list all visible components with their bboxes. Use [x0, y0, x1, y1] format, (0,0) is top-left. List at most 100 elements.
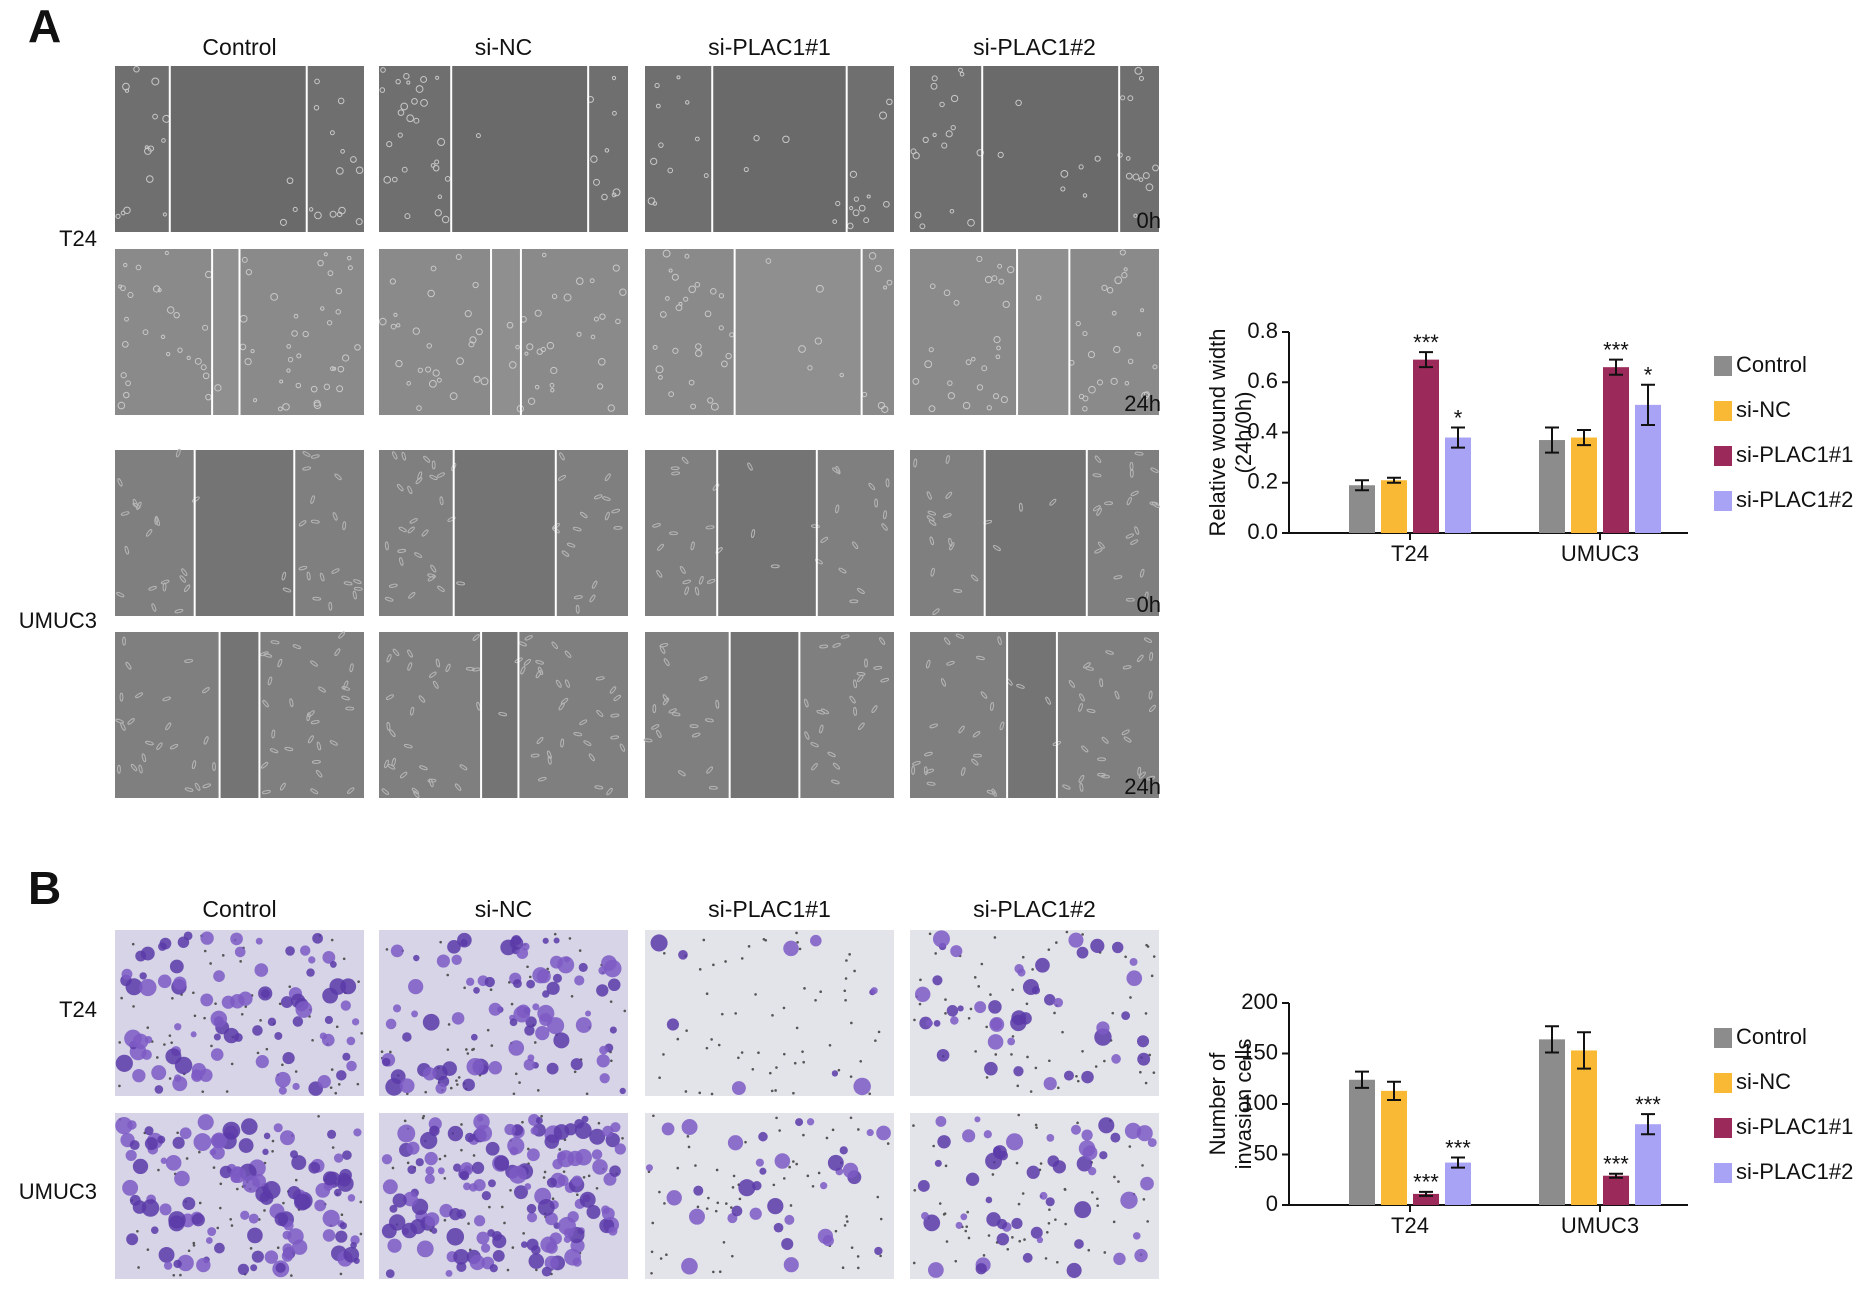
- pore: [974, 1050, 977, 1053]
- cell: [671, 712, 681, 717]
- wound-gap: [712, 66, 847, 232]
- cell: [659, 645, 666, 654]
- pore: [192, 991, 195, 995]
- cell: [655, 365, 664, 374]
- stained-cell: [650, 934, 668, 952]
- cell: [995, 354, 1001, 360]
- stained-cell: [528, 1253, 545, 1269]
- pore: [676, 1166, 680, 1170]
- cell: [329, 740, 338, 746]
- cell: [684, 253, 690, 259]
- pore: [843, 989, 847, 993]
- stained-cell: [264, 1250, 279, 1264]
- stained-cell: [308, 956, 316, 964]
- cell: [464, 310, 472, 318]
- panel-letter: A: [28, 0, 61, 52]
- pore: [732, 1174, 736, 1178]
- significance: ***: [1635, 1092, 1661, 1117]
- error-bar: [1577, 428, 1591, 447]
- pore: [263, 1209, 266, 1212]
- wound-gap: [453, 450, 556, 616]
- stained-cell: [183, 931, 193, 941]
- pore: [782, 1052, 786, 1056]
- cell: [1015, 99, 1022, 107]
- stained-cell: [520, 1241, 528, 1248]
- cell: [1130, 539, 1139, 545]
- bar: [1381, 480, 1407, 533]
- cell: [1035, 294, 1042, 301]
- cell: [804, 698, 809, 708]
- stained-cell: [174, 1170, 190, 1187]
- cell: [549, 382, 555, 388]
- cell: [883, 285, 888, 290]
- pore: [1061, 1030, 1064, 1034]
- stained-cell: [154, 1085, 164, 1094]
- y-tick-label: 200: [1241, 989, 1278, 1014]
- cell: [121, 341, 129, 348]
- cell: [929, 536, 935, 546]
- cell: [695, 343, 702, 350]
- pore: [798, 947, 802, 951]
- cell: [1078, 774, 1085, 783]
- cell: [765, 258, 772, 264]
- cell: [1097, 757, 1107, 762]
- cell: [662, 697, 670, 706]
- stained-cell: [300, 945, 311, 956]
- cell: [930, 82, 938, 90]
- cell: [398, 526, 407, 533]
- cell: [849, 170, 858, 178]
- panel-letter: B: [28, 862, 61, 914]
- pore: [980, 962, 984, 966]
- cell: [338, 206, 346, 215]
- cell: [412, 327, 420, 335]
- cell: [927, 510, 937, 516]
- cell: [281, 571, 287, 581]
- pore: [294, 1070, 298, 1073]
- stained-cell: [546, 1062, 559, 1075]
- cell: [866, 194, 871, 199]
- stained-cell: [282, 1230, 292, 1240]
- stained-cell: [1111, 941, 1124, 954]
- pore: [239, 960, 242, 963]
- cell: [965, 359, 972, 366]
- stained-cell: [466, 977, 475, 986]
- stained-cell: [291, 1239, 308, 1255]
- bar: [1635, 404, 1661, 533]
- cell: [997, 263, 1003, 269]
- stained-cell: [526, 1203, 537, 1214]
- pore: [698, 968, 702, 971]
- cell: [559, 452, 565, 461]
- stained-cell: [563, 956, 570, 963]
- stained-cell: [1137, 1052, 1151, 1066]
- pore: [259, 1019, 262, 1022]
- stained-cell: [157, 974, 172, 989]
- cell: [573, 595, 583, 600]
- stained-cell: [252, 1174, 267, 1188]
- pore: [472, 1154, 476, 1157]
- cell: [1016, 684, 1025, 689]
- cell: [941, 142, 948, 149]
- cell: [873, 665, 883, 670]
- cell: [886, 279, 893, 286]
- stained-cell: [392, 1193, 407, 1208]
- significance: ***: [1445, 1135, 1471, 1160]
- cell: [607, 404, 615, 412]
- error-bar: [1545, 1025, 1559, 1054]
- cell: [115, 213, 121, 219]
- stained-cell: [335, 1230, 348, 1243]
- pore: [944, 998, 947, 1001]
- cell: [308, 207, 314, 212]
- pore: [844, 977, 848, 980]
- cell: [949, 542, 955, 551]
- pore: [551, 1197, 555, 1201]
- stained-cell: [314, 1199, 327, 1212]
- pore: [542, 1176, 546, 1179]
- pore: [712, 1270, 715, 1274]
- cell: [384, 541, 389, 551]
- pore: [466, 1052, 470, 1055]
- cell: [347, 265, 353, 271]
- stained-cell: [150, 1226, 159, 1234]
- cell: [409, 518, 418, 524]
- cell: [615, 318, 621, 325]
- error-bar: [1387, 1080, 1401, 1101]
